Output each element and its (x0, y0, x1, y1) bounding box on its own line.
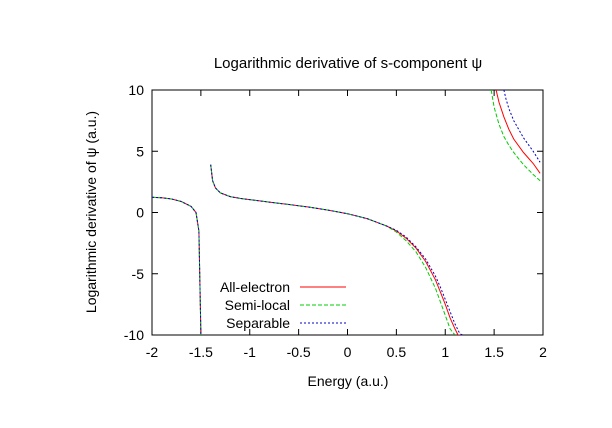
x-tick-label: 1.5 (484, 344, 504, 360)
legend-label: All-electron (220, 279, 290, 295)
x-tick-label: -0.5 (287, 344, 311, 360)
series-lines (152, 90, 541, 335)
y-axis-label: Logarithmic derivative of ψ (a.u.) (83, 111, 99, 313)
series-line-semi-local-segment-0 (152, 196, 202, 335)
series-line-semi-local-segment-2 (490, 90, 541, 182)
plot-frame (151, 89, 544, 336)
axis-ticks: -2 -1.5 -1 -0.5 0 0.5 1 1.5 2 -10 -5 0 5 10 (124, 82, 547, 360)
chart-title: Logarithmic derivative of s-component ψ (214, 55, 482, 72)
y-tick-label: 5 (136, 143, 144, 159)
plot-area (151, 89, 544, 336)
legend-label: Separable (226, 315, 290, 331)
legend: All-electron Semi-local Separable (220, 279, 346, 331)
y-tick-label: -5 (132, 266, 145, 282)
series-line-separable-segment-0 (152, 196, 202, 335)
series-line-separable-segment-2 (503, 90, 541, 163)
x-tick-label: -1 (244, 344, 257, 360)
x-axis-label: Energy (a.u.) (308, 373, 389, 389)
x-tick-label: -2 (146, 344, 159, 360)
series-line-all-electron-segment-2 (495, 90, 541, 174)
series-line-separable-segment-1 (210, 164, 463, 335)
x-tick-label: 1 (441, 344, 449, 360)
x-tick-label: 0.5 (387, 344, 407, 360)
legend-label: Semi-local (225, 297, 290, 313)
x-tick-label: -1.5 (189, 344, 213, 360)
y-tick-label: 0 (136, 205, 144, 221)
series-line-all-electron-segment-0 (152, 196, 202, 335)
x-tick-label: 0 (344, 344, 352, 360)
y-tick-label: -10 (124, 327, 144, 343)
y-tick-label: 10 (128, 82, 144, 98)
x-tick-label: 2 (539, 344, 547, 360)
